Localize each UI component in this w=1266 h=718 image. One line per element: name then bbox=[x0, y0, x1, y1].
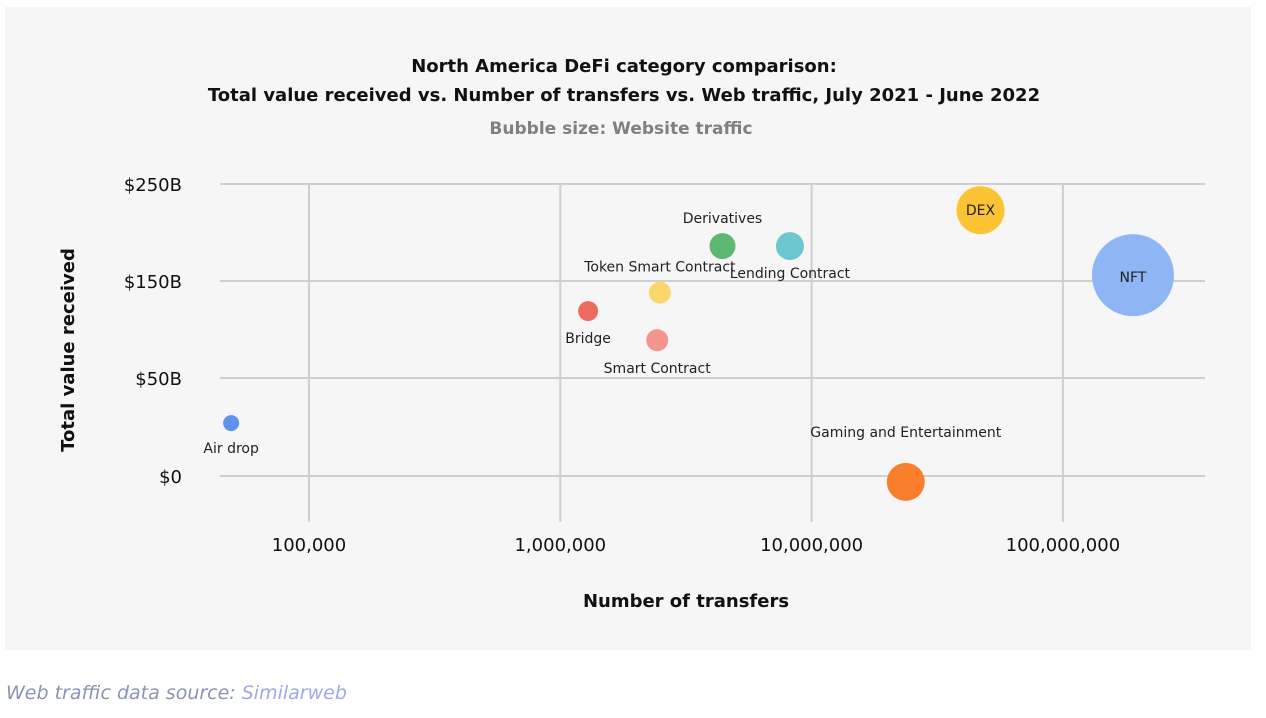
chart-title-line1: North America DeFi category comparison: bbox=[411, 56, 837, 77]
bubble-label-lending-contract: Lending Contract bbox=[730, 266, 851, 282]
x-tick-label: 1,000,000 bbox=[514, 535, 606, 556]
bubble-lending-contract[interactable] bbox=[775, 232, 804, 261]
bubble-dex[interactable] bbox=[956, 186, 1005, 235]
chart-subtitle: Bubble size: Website traffic bbox=[489, 119, 752, 139]
chart-title-line2: Total value received vs. Number of trans… bbox=[208, 85, 1040, 106]
bubble-label-nft: NFT bbox=[1120, 270, 1147, 286]
y-tick-label: $250B bbox=[124, 175, 182, 196]
x-tick-label: 100,000 bbox=[272, 535, 346, 556]
bubble-label-gaming-and-entertainment: Gaming and Entertainment bbox=[810, 425, 1001, 441]
y-tick-label: $0 bbox=[159, 467, 182, 488]
bubble-bridge[interactable] bbox=[578, 301, 599, 322]
x-axis-label: Number of transfers bbox=[583, 591, 789, 612]
bubble-label-bridge: Bridge bbox=[565, 331, 611, 347]
y-tick-label: $50B bbox=[135, 369, 182, 390]
y-tick-label: $150B bbox=[124, 272, 182, 293]
x-tick-label: 100,000,000 bbox=[1006, 535, 1121, 556]
bubble-label-derivatives: Derivatives bbox=[683, 211, 762, 227]
bubble-smart-contract[interactable] bbox=[646, 329, 669, 352]
bubble-derivatives[interactable] bbox=[709, 233, 736, 260]
y-axis-label: Total value received bbox=[58, 248, 79, 452]
bubble-label-air-drop: Air drop bbox=[203, 441, 259, 457]
bubble-label-dex: DEX bbox=[966, 203, 996, 219]
source-note: Web traffic data source: Similarweb bbox=[6, 682, 347, 704]
bubble-air-drop[interactable] bbox=[223, 415, 240, 432]
x-tick-label: 10,000,000 bbox=[760, 535, 863, 556]
bubble-gaming-and-entertainment[interactable] bbox=[886, 462, 925, 501]
bubble-token-smart-contract[interactable] bbox=[648, 281, 671, 304]
source-prefix: Web traffic data source: bbox=[6, 682, 242, 704]
bubble-label-smart-contract: Smart Contract bbox=[604, 361, 712, 377]
bubble-label-token-smart-contract: Token Smart Contract bbox=[583, 260, 736, 276]
bubble-nft[interactable] bbox=[1091, 234, 1174, 317]
similarweb-link[interactable]: Similarweb bbox=[241, 682, 347, 704]
chart-panel bbox=[5, 7, 1251, 650]
